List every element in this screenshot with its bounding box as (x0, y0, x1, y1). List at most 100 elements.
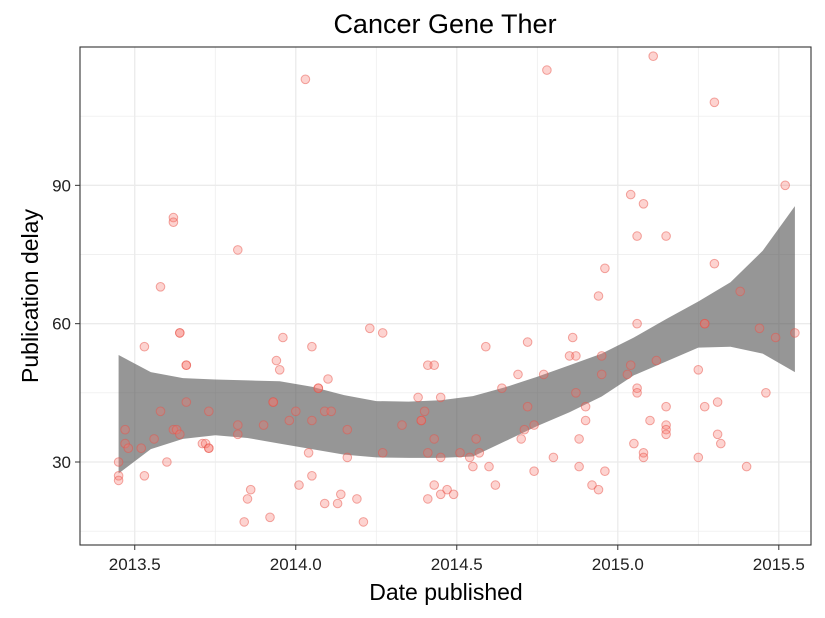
data-point (423, 494, 433, 504)
data-point (709, 258, 720, 269)
data-point (139, 471, 150, 481)
data-point (155, 406, 166, 417)
data-point (587, 480, 597, 490)
data-point (780, 180, 791, 191)
smooth-confidence-band (118, 206, 795, 474)
data-point (625, 189, 636, 200)
data-point (120, 424, 130, 435)
y-axis-title: Publication delay (17, 209, 43, 383)
data-point (423, 448, 433, 458)
x-axis-title: Date published (369, 579, 522, 605)
data-point (516, 434, 527, 444)
data-point (522, 401, 533, 412)
data-point (274, 365, 285, 375)
data-point (490, 480, 501, 490)
data-point (397, 420, 407, 430)
data-point (352, 494, 362, 504)
data-point (474, 448, 485, 458)
data-point (529, 420, 539, 430)
data-point (661, 231, 671, 241)
y-tick-label: 90 (52, 176, 71, 195)
data-point (265, 512, 275, 523)
data-point (319, 406, 330, 417)
data-point (419, 406, 430, 417)
data-point (365, 323, 375, 334)
data-point (442, 484, 452, 495)
x-tick-label: 2013.5 (109, 555, 161, 574)
data-point (574, 461, 584, 472)
data-point (175, 328, 185, 338)
data-point (661, 429, 671, 440)
data-point (629, 438, 639, 449)
data-point (661, 401, 671, 412)
data-point (377, 448, 388, 458)
data-point (413, 392, 423, 403)
data-point (548, 452, 559, 463)
panel-background (80, 47, 811, 545)
data-point (625, 360, 636, 371)
data-point (716, 438, 726, 449)
data-point (790, 328, 800, 338)
data-point (567, 332, 578, 343)
data-point (181, 397, 192, 407)
data-point (481, 341, 491, 352)
data-point (233, 245, 243, 255)
data-point (429, 480, 440, 490)
data-point (271, 355, 282, 366)
data-point (162, 457, 172, 467)
data-point (600, 466, 610, 477)
data-point (168, 217, 179, 227)
panel-border (79, 46, 812, 546)
data-point (596, 351, 607, 361)
data-point (741, 461, 752, 472)
data-point (307, 341, 317, 352)
data-point (204, 443, 214, 454)
data-point (139, 341, 150, 352)
data-point (197, 438, 208, 449)
data-point (519, 424, 530, 435)
data-point (123, 443, 134, 454)
data-point (600, 263, 610, 274)
data-point (735, 286, 746, 297)
data-point (181, 360, 192, 371)
x-axis: 2013.5 2014.0 2014.5 2015.0 2015.5 (109, 545, 805, 574)
data-point (323, 374, 333, 384)
data-point (149, 434, 159, 444)
data-point (175, 429, 185, 440)
data-point (622, 369, 633, 380)
data-point (754, 323, 765, 334)
data-point (435, 452, 446, 463)
data-point (632, 388, 642, 398)
y-tick-label: 60 (52, 315, 71, 334)
data-point (233, 420, 243, 430)
data-point (542, 65, 552, 75)
data-point (484, 461, 494, 472)
data-point (574, 434, 584, 444)
data-point (326, 406, 337, 417)
data-point (699, 318, 710, 329)
data-point (336, 489, 346, 500)
data-point (648, 51, 659, 62)
data-point (416, 415, 427, 426)
data-point (513, 369, 523, 380)
data-point (593, 291, 604, 301)
data-point (204, 406, 214, 417)
data-point (284, 415, 295, 426)
chart-title: Cancer Gene Ther (333, 9, 556, 39)
data-point (497, 383, 507, 394)
data-point (638, 452, 649, 463)
data-point (136, 443, 146, 454)
data-point (239, 517, 249, 527)
data-point (258, 420, 269, 430)
data-point (313, 383, 324, 394)
data-point (278, 332, 288, 343)
data-point (580, 401, 591, 412)
data-point (303, 448, 314, 458)
data-point (712, 397, 723, 407)
data-point (770, 332, 781, 343)
data-point (645, 415, 655, 426)
data-point (429, 434, 440, 444)
data-point (294, 480, 304, 490)
y-tick-label: 30 (52, 453, 71, 472)
x-tick-label: 2015.5 (753, 555, 805, 574)
